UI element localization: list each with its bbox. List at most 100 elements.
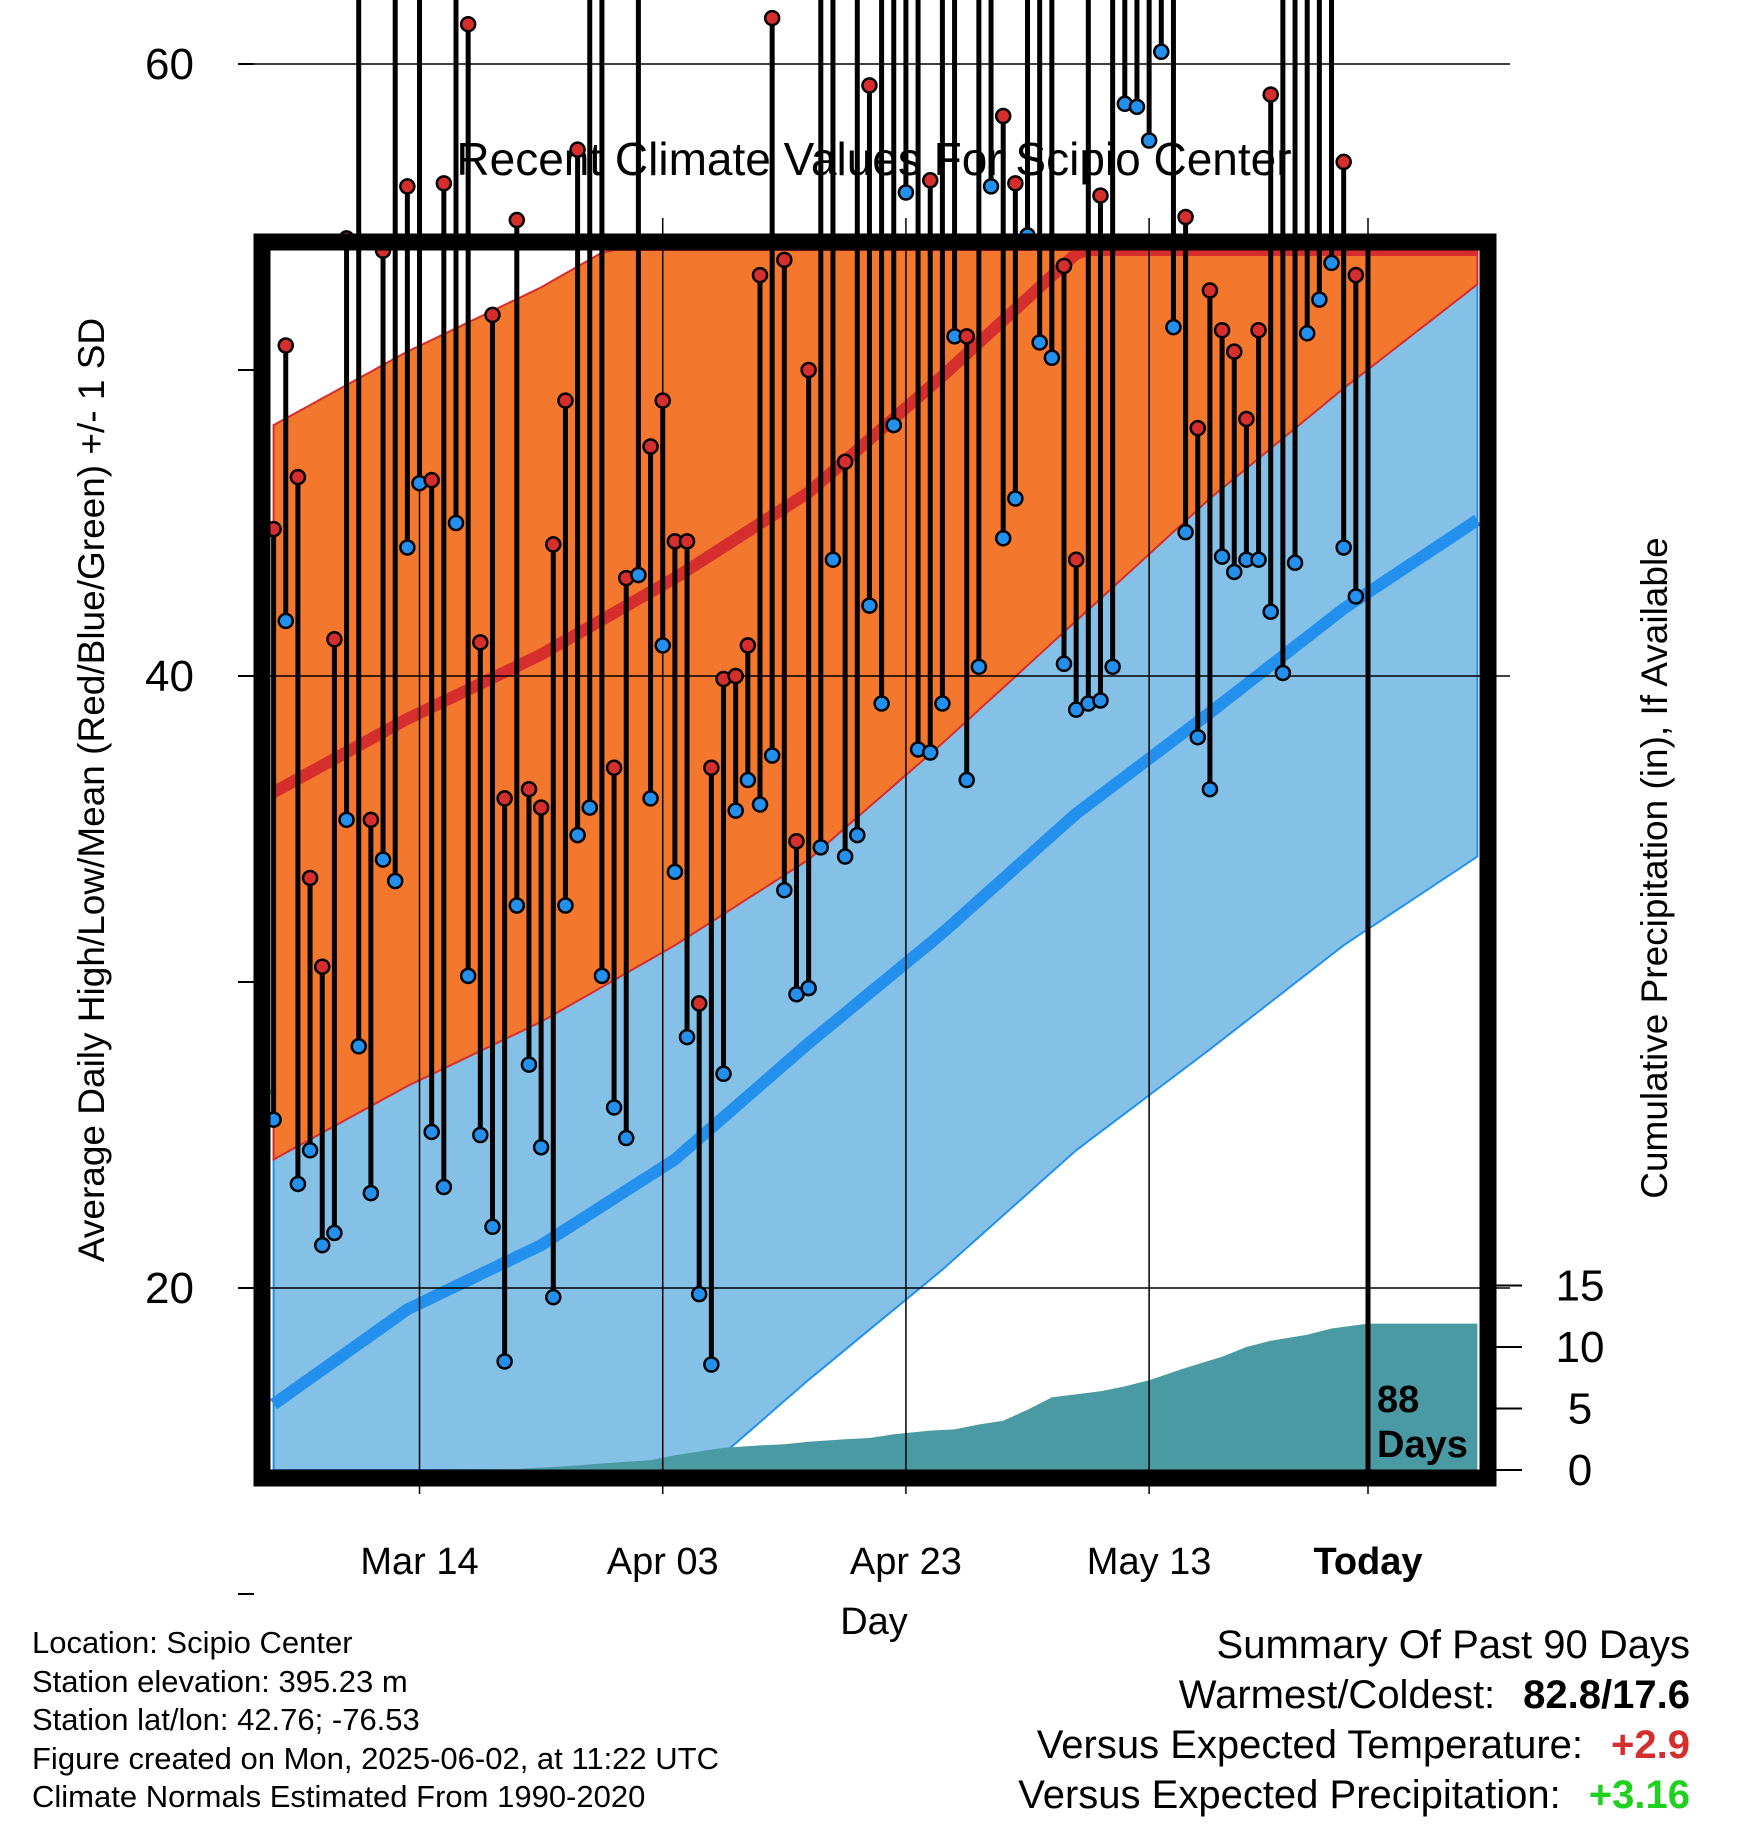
observed-low-point [763,747,781,764]
observed-low-point [386,872,404,890]
summary-temp: Versus Expected Temperature: +2.9 [1018,1720,1690,1770]
observed-low-point [1323,254,1340,272]
observed-high-point [557,392,574,409]
y2-tick-label: 0 [1568,1446,1592,1495]
latlon-text: Station lat/lon: 42.76; -76.53 [32,1702,420,1737]
observed-high-point [496,790,513,807]
observed-high-point [1007,175,1024,192]
observed-high-point [289,468,307,486]
summary-precip: Versus Expected Precipitation: +3.16 [1018,1770,1690,1820]
observed-high-point [776,251,793,269]
summary-title: Summary Of Past 90 Days [1216,1623,1690,1667]
observed-low-point [861,597,878,614]
observed-low-point [1153,43,1170,61]
observed-low-point [532,1138,550,1156]
observed-low-point [1177,523,1194,541]
observed-low-point [1311,291,1328,308]
observed-low-point [885,416,903,434]
elevation-text: Station elevation: 395.23 m [32,1663,408,1699]
y2-tick-label: 10 [1556,1323,1605,1372]
observed-low-point [849,826,866,844]
observed-high-point [739,637,757,654]
observed-low-point [703,1356,720,1373]
observed-low-point [727,802,744,819]
observed-high-point [836,453,854,471]
observed-low-point [1201,780,1219,798]
plot-frame [253,233,1497,1487]
precip-anomaly-label: Versus Expected Precipitation: [1018,1773,1561,1817]
observed-low-point [1274,664,1292,682]
observed-low-point [508,897,526,914]
observed-high-point [642,438,659,455]
chart-title: Recent Climate Values For Scipio Center [456,133,1291,185]
x-tick-label: Mar 14 [360,1541,478,1583]
observed-low-point [459,967,477,985]
observed-high-point [1347,266,1365,284]
location-text: Location: Scipio Center [32,1625,353,1660]
observed-high-point [1262,86,1279,103]
observed-low-point [545,1288,562,1306]
observed-low-point [1262,603,1279,620]
observed-low-point [593,967,611,985]
observed-low-point [472,1126,489,1144]
observed-high-point [654,392,671,409]
observed-high-point [1250,321,1267,339]
y2-tick-label: 15 [1556,1262,1605,1311]
observed-high-point [362,811,380,829]
observed-high-point [459,15,477,33]
y2-axis-label: Cumulative Precipitation (in), If Availa… [1634,537,1675,1199]
observed-low-point [277,612,295,630]
observed-low-point [1055,655,1073,673]
observed-high-point [1177,208,1194,226]
precipitation-area [273,1323,1478,1470]
x-tick-label: Apr 23 [850,1541,962,1583]
y-tick-label: 20 [145,1264,194,1313]
observed-low-point [350,1038,367,1055]
y2-tick-label: 5 [1568,1385,1592,1434]
observed-low-point [617,1129,635,1147]
observed-high-point [423,471,440,489]
observed-high-point [994,107,1012,125]
observed-low-point [301,1142,319,1159]
observed-low-point [994,530,1012,547]
observed-high-point [1201,282,1219,299]
observed-low-point [921,744,939,761]
observed-high-point [399,178,416,195]
observed-high-point [727,667,744,685]
observed-high-point [605,759,623,777]
observed-low-point [447,514,465,532]
station-info: Location: Scipio Center Station elevatio… [32,1624,719,1817]
observed-low-point [326,1224,343,1242]
observed-high-point [520,780,538,798]
observed-high-point [788,832,805,850]
observed-high-point [313,958,331,975]
observed-high-point [326,631,343,648]
warm-cold-label: Warmest/Coldest: [1178,1673,1496,1717]
observed-low-point [982,178,1000,195]
summary-warm-cold: Warmest/Coldest: 82.8/17.6 [1018,1670,1690,1720]
observed-low-point [970,658,988,676]
observed-low-point [666,863,684,881]
observed-low-point [338,811,355,829]
observed-low-point [642,790,659,807]
observed-low-point [1104,658,1121,676]
precip-anomaly-value: +3.16 [1588,1773,1690,1817]
observed-low-point [605,1099,623,1116]
observed-high-point [484,306,501,324]
observed-low-point [934,695,951,712]
observed-low-point [1165,318,1182,336]
observed-low-point [1092,692,1109,709]
observed-high-point [569,141,586,158]
observed-low-point [1225,563,1243,581]
y-tick-label: 40 [145,652,194,701]
observed-low-point [569,826,586,844]
observed-low-point [1335,539,1352,556]
observed-low-point [897,184,915,201]
observed-high-point [508,211,526,229]
summary-panel: Summary Of Past 90 Days Warmest/Coldest:… [1018,1620,1690,1820]
observed-low-point [1347,588,1365,605]
today-days-label: Days [1377,1424,1468,1466]
observed-low-point [654,637,671,654]
